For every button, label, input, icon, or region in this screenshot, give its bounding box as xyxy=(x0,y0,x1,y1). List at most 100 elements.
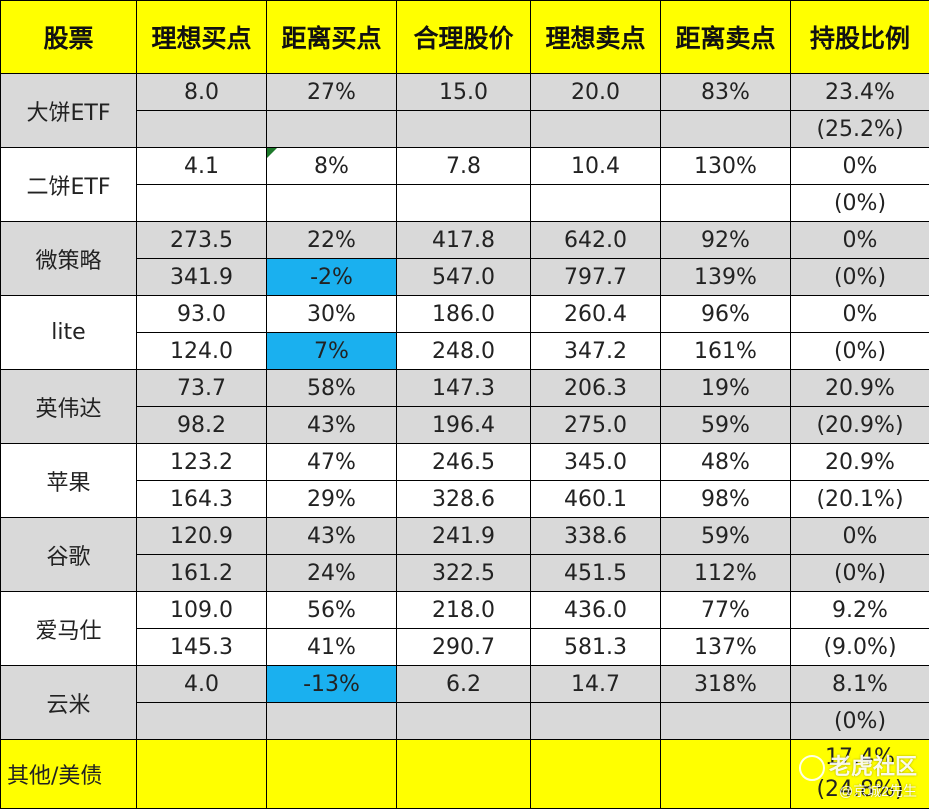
cell-distance-buy: 30% xyxy=(267,296,397,333)
cell-distance-sell: 130% xyxy=(661,148,791,185)
cell-fair-price: 6.2 xyxy=(397,666,531,703)
cell-holding-ratio: 20.9% xyxy=(791,444,929,481)
cell-holding-ratio: (0%) xyxy=(791,333,929,370)
cell-distance-sell: 161% xyxy=(661,333,791,370)
cell-ideal-sell: 347.2 xyxy=(531,333,661,370)
cell-ideal-sell xyxy=(531,185,661,222)
cell-distance-buy: 7% xyxy=(267,333,397,370)
table-row: (0%) xyxy=(1,185,929,222)
cell-ideal-buy: 93.0 xyxy=(137,296,267,333)
header-ideal-buy: 理想买点 xyxy=(137,1,267,74)
cell-ideal-sell: 581.3 xyxy=(531,629,661,666)
cell-fair-price: 7.8 xyxy=(397,148,531,185)
cell-ideal-buy: 161.2 xyxy=(137,555,267,592)
cell-holding-ratio: 0% xyxy=(791,222,929,259)
cell-fair-price: 248.0 xyxy=(397,333,531,370)
cell-ideal-sell: 345.0 xyxy=(531,444,661,481)
cell-ideal-buy: 124.0 xyxy=(137,333,267,370)
header-distance-sell: 距离卖点 xyxy=(661,1,791,74)
cell-distance-buy: 22% xyxy=(267,222,397,259)
cell-holding-ratio: (20.1%) xyxy=(791,481,929,518)
stock-name: lite xyxy=(1,296,137,370)
cell-distance-sell: 48% xyxy=(661,444,791,481)
cell-distance-sell: 19% xyxy=(661,370,791,407)
cell-distance-sell: 112% xyxy=(661,555,791,592)
cell-distance-sell: 59% xyxy=(661,518,791,555)
cell-empty xyxy=(397,740,531,809)
cell-ideal-buy: 145.3 xyxy=(137,629,267,666)
header-fair-price: 合理股价 xyxy=(397,1,531,74)
cell-distance-buy: -13% xyxy=(267,666,397,703)
cell-ideal-buy: 273.5 xyxy=(137,222,267,259)
cell-holding-ratio: 8.1% xyxy=(791,666,929,703)
stock-name: 爱马仕 xyxy=(1,592,137,666)
cell-holding-ratio: (0%) xyxy=(791,703,929,740)
stock-name: 云米 xyxy=(1,666,137,740)
cell-fair-price: 246.5 xyxy=(397,444,531,481)
cell-text: 8% xyxy=(314,154,349,179)
cell-ideal-sell: 20.0 xyxy=(531,74,661,111)
cell-distance-buy: 41% xyxy=(267,629,397,666)
cell-ideal-sell: 451.5 xyxy=(531,555,661,592)
header-holding-ratio: 持股比例 xyxy=(791,1,929,74)
header-row: 股票 理想买点 距离买点 合理股价 理想卖点 距离卖点 持股比例 xyxy=(1,1,929,74)
stock-name: 谷歌 xyxy=(1,518,137,592)
cell-ideal-buy: 123.2 xyxy=(137,444,267,481)
cell-ideal-buy: 98.2 xyxy=(137,407,267,444)
cell-holding-ratio: 23.4% xyxy=(791,74,929,111)
stock-name: 苹果 xyxy=(1,444,137,518)
cell-fair-price: 322.5 xyxy=(397,555,531,592)
cell-ideal-buy xyxy=(137,185,267,222)
cell-holding-ratio: (0%) xyxy=(791,555,929,592)
cell-fair-price: 218.0 xyxy=(397,592,531,629)
cell-ideal-sell: 460.1 xyxy=(531,481,661,518)
cell-fair-price: 547.0 xyxy=(397,259,531,296)
cell-empty xyxy=(531,740,661,809)
cell-ideal-buy: 120.9 xyxy=(137,518,267,555)
cell-distance-sell: 59% xyxy=(661,407,791,444)
cell-empty xyxy=(137,740,267,809)
cell-distance-buy: 24% xyxy=(267,555,397,592)
cell-ideal-buy xyxy=(137,111,267,148)
cell-distance-sell: 98% xyxy=(661,481,791,518)
cell-ideal-buy: 73.7 xyxy=(137,370,267,407)
cell-fair-price: 290.7 xyxy=(397,629,531,666)
stock-name: 二饼ETF xyxy=(1,148,137,222)
cell-distance-buy: 43% xyxy=(267,518,397,555)
cell-empty xyxy=(267,740,397,809)
cell-fair-price xyxy=(397,111,531,148)
stock-name: 其他/美债 xyxy=(1,740,137,809)
cell-fair-price: 15.0 xyxy=(397,74,531,111)
cell-ideal-sell: 206.3 xyxy=(531,370,661,407)
cell-ideal-buy: 4.1 xyxy=(137,148,267,185)
cell-fair-price xyxy=(397,703,531,740)
table-row: (0%) xyxy=(1,703,929,740)
cell-distance-buy xyxy=(267,111,397,148)
cell-distance-buy xyxy=(267,703,397,740)
cell-fair-price: 147.3 xyxy=(397,370,531,407)
cell-fair-price: 417.8 xyxy=(397,222,531,259)
cell-distance-sell xyxy=(661,185,791,222)
cell-distance-sell: 92% xyxy=(661,222,791,259)
cell-distance-buy: 27% xyxy=(267,74,397,111)
watermark: 老虎社区 @京城2先生 xyxy=(799,749,917,801)
cell-distance-buy xyxy=(267,185,397,222)
cell-distance-sell: 77% xyxy=(661,592,791,629)
cell-ideal-sell: 275.0 xyxy=(531,407,661,444)
cell-distance-buy: 8% xyxy=(267,148,397,185)
cell-distance-buy: 29% xyxy=(267,481,397,518)
